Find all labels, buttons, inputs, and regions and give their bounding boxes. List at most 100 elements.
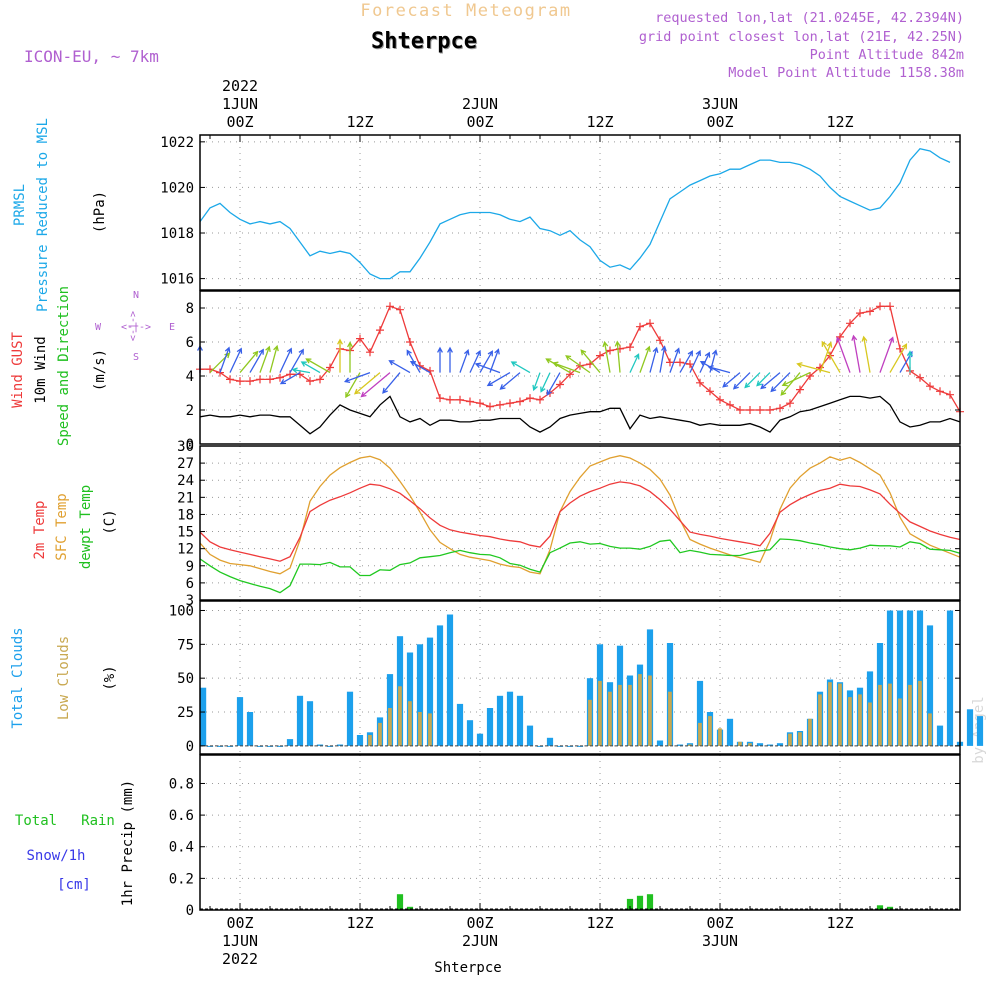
compass-w: W [95, 322, 102, 333]
panel-frames [199, 134, 961, 911]
gust-marker [376, 326, 384, 335]
temp-unit: (C) [102, 509, 118, 534]
low-cloud-bar [408, 701, 412, 746]
wind-direction-arrow [679, 350, 693, 373]
gust-marker [946, 390, 954, 399]
clouds-ytick-label: 75 [177, 637, 194, 653]
gust-marker [326, 363, 334, 372]
wind-direction-arrow [409, 361, 431, 374]
2m-temp-line [199, 481, 961, 562]
gust-marker [756, 406, 764, 414]
gust-marker [306, 377, 314, 386]
wind-unit: (m/s) [92, 349, 108, 391]
gust-marker [766, 406, 774, 414]
wind-direction-arrow [707, 365, 731, 374]
total-cloud-bar [306, 701, 314, 746]
total-cloud-bar [316, 744, 324, 746]
gust-marker [736, 406, 744, 414]
wind-direction-arrow [499, 372, 521, 390]
total-cloud-bar [696, 680, 704, 746]
total-cloud-bar [246, 712, 254, 746]
total-cloud-bar [256, 745, 264, 747]
total-cloud-bar [216, 745, 224, 747]
total-cloud-bar [466, 720, 474, 746]
precip-label-snow: Snow/1h [26, 848, 85, 864]
wind-direction-arrow [639, 345, 651, 373]
wind-direction-arrow [659, 345, 667, 373]
gust-marker [356, 334, 364, 343]
total-cloud-bar [446, 614, 454, 746]
wind-ytick-label: 0 [186, 437, 194, 453]
total-cloud-bar [416, 644, 424, 746]
wind-direction-arrow [437, 346, 443, 373]
low-cloud-bar [608, 691, 612, 746]
wind-direction-arrow [479, 350, 493, 373]
wind-direction-arrow [486, 372, 511, 387]
precip-bar [626, 898, 634, 910]
model-altitude: Model Point Altitude 1158.38m [728, 65, 964, 81]
wind-direction-arrow [459, 349, 470, 373]
temperature-ytick-label: 27 [177, 456, 194, 472]
wind-direction-arrow [565, 355, 591, 374]
point-altitude: Point Altitude 842m [810, 47, 964, 63]
temperature-labels: 2m Temp SFC Temp dewpt Temp (C) [32, 485, 118, 569]
top-time-label: 2022 [222, 77, 258, 95]
wind-direction-arrow [279, 372, 301, 385]
gust-marker [866, 307, 874, 316]
top-time-label: 00Z [706, 113, 733, 131]
gust-marker [316, 375, 324, 384]
total-cloud-bar [546, 737, 554, 746]
total-cloud-bar [926, 625, 934, 746]
precip-bar [396, 894, 404, 910]
gust-marker [726, 400, 734, 409]
bottom-time-label: 12Z [826, 914, 853, 932]
low-cloud-bar [688, 744, 692, 746]
footer-location: Shterpce [434, 960, 501, 976]
bottom-time-label: 2JUN [462, 932, 498, 950]
total-cloud-bar [576, 745, 584, 747]
total-cloud-bar [886, 610, 894, 746]
wind-direction-arrow [300, 361, 321, 374]
gust-marker [246, 377, 254, 386]
low-cloud-bar [698, 722, 702, 746]
cloud-labels: Total Clouds Low Clouds (%) [10, 627, 118, 728]
precip-label-cm: [cm] [57, 877, 91, 893]
gust-marker [896, 344, 904, 353]
gust-marker [236, 377, 244, 386]
location-title: Shterpce [371, 29, 477, 54]
gust-marker [936, 387, 944, 396]
low-cloud-bar [808, 718, 812, 746]
compass-n: N [133, 290, 139, 301]
wind-direction-arrow [540, 372, 551, 393]
total-cloud-bar [406, 652, 414, 746]
total-cloud-bar [676, 744, 684, 746]
wind-direction-arrow [760, 372, 781, 390]
gust-marker [536, 395, 544, 404]
wind-direction-arrow [279, 347, 293, 373]
wind-direction-arrow [546, 372, 561, 396]
top-time-label: 12Z [346, 113, 373, 131]
precip-ytick-label: 0.6 [169, 808, 194, 824]
precip-label-total: Total [15, 813, 57, 829]
top-time-label: 00Z [466, 113, 493, 131]
gust-marker [916, 373, 924, 382]
clouds-ytick-label: 0 [186, 739, 194, 755]
temperature-ytick-label: 6 [186, 576, 194, 592]
low-cloud-bar [788, 733, 792, 746]
low-cloud-bar [648, 675, 652, 746]
cloud-unit: (%) [102, 665, 118, 690]
gust-marker [406, 338, 414, 346]
total-cloud-bar [206, 745, 214, 747]
total-cloud-bar [506, 691, 514, 746]
total-cloud-bar [336, 744, 344, 746]
precip-bar [636, 895, 644, 910]
wind-direction-arrow [343, 371, 371, 384]
wind-direction-arrow [291, 367, 311, 374]
wind-ytick-label: 6 [186, 335, 194, 351]
precip-ytick-label: 0.8 [169, 776, 194, 792]
gust-marker [436, 394, 444, 403]
wind-label-dir: Speed and Direction [56, 286, 72, 446]
wind-direction-arrow [629, 353, 640, 373]
wind-direction-arrow [259, 345, 271, 373]
wind-direction-arrow [835, 336, 851, 373]
